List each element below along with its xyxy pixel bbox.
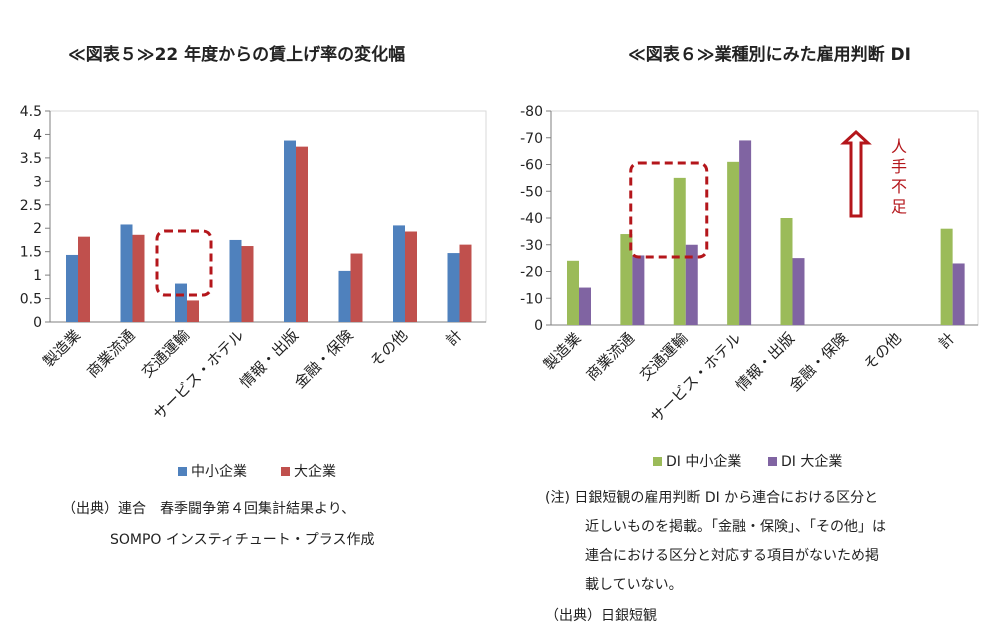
- bar-s2: [78, 236, 90, 322]
- x-tick-label: 商業流通: [583, 329, 638, 384]
- bar-s1: [338, 270, 351, 322]
- y-tick-label: 0.5: [20, 292, 42, 308]
- bar-s1: [567, 260, 579, 325]
- bar-s1: [673, 177, 686, 325]
- annotation-char: 人: [891, 137, 907, 156]
- legend-swatch: [281, 467, 290, 476]
- y-tick-label: 0: [534, 318, 543, 334]
- y-tick-label: -50: [520, 184, 543, 200]
- bar-s1: [284, 140, 296, 322]
- y-tick-label: 4: [33, 127, 42, 143]
- legend-label: DI 大企業: [781, 453, 842, 470]
- y-tick-label: -30: [520, 238, 543, 254]
- chart5-title: ≪図表５≫22 年度からの賃上げ率の変化幅: [68, 45, 406, 65]
- bar-s2: [792, 258, 805, 325]
- chart6-svg: -80 -70 -60 -50 -40 -30 -20 -10 0製造業商業流通交通運輸サービス…: [520, 104, 979, 470]
- y-tick-label: 2.5: [20, 198, 42, 214]
- right-note-line4: 載していない。: [585, 577, 683, 593]
- legend-label: DI 中小企業: [666, 453, 741, 470]
- x-tick-label: 計: [442, 326, 465, 349]
- y-tick-label: -10: [520, 291, 543, 307]
- bar-s1: [66, 254, 78, 322]
- annotation-char: 足: [891, 197, 907, 216]
- y-tick-label: 1: [33, 268, 42, 284]
- right-note-line1: (注) 日銀短観の雇用判断 DI から連合における区分と: [545, 490, 879, 506]
- x-tick-label: 交通運輸: [138, 326, 193, 381]
- right-source: （出典）日銀短観: [545, 608, 657, 624]
- bar-s2: [350, 253, 363, 322]
- x-tick-label: 製造業: [40, 326, 85, 371]
- bar-s1: [120, 224, 133, 322]
- y-tick-label: -70: [520, 131, 543, 147]
- bar-s1: [447, 253, 460, 322]
- legend-swatch: [768, 457, 777, 466]
- x-tick-label: 金融・保険: [291, 326, 357, 392]
- legend-label: 大企業: [294, 463, 336, 480]
- y-tick-label: 0: [33, 315, 42, 331]
- x-tick-label: 製造業: [540, 329, 585, 374]
- bar-s1: [620, 234, 633, 325]
- bar-s1: [727, 161, 740, 325]
- y-tick-label: 3: [33, 174, 42, 190]
- y-tick-label: 4.5: [20, 104, 42, 120]
- up-arrow-icon: [840, 129, 872, 218]
- plot-area: [49, 110, 487, 323]
- bar-s2: [405, 231, 417, 322]
- bar-s2: [459, 244, 472, 322]
- annotation-char: 不: [891, 177, 907, 196]
- y-tick-label: 3.5: [20, 151, 42, 167]
- bar-s2: [296, 146, 308, 322]
- highlight-box: [155, 229, 213, 297]
- bar-s2: [952, 263, 965, 325]
- bar-s1: [229, 239, 242, 322]
- x-tick-label: サービス・ホテル: [647, 329, 745, 427]
- x-tick-label: その他: [860, 329, 905, 374]
- right-note-line2: 近しいものを掲載。「金融・保険」、「その他」は: [585, 519, 886, 535]
- bar-s2: [579, 287, 591, 325]
- bar-s1: [940, 228, 953, 325]
- annotation-char: 手: [891, 157, 907, 176]
- x-tick-label: 計: [935, 329, 958, 352]
- legend-swatch: [178, 467, 187, 476]
- y-tick-label: 2: [33, 221, 42, 237]
- x-tick-label: 商業流通: [83, 326, 138, 381]
- y-tick-label: -60: [520, 158, 543, 174]
- bar-s2: [632, 255, 645, 325]
- y-tick-label: 1.5: [20, 245, 42, 261]
- bar-s2: [187, 300, 199, 322]
- bar-s2: [739, 140, 752, 325]
- x-tick-label: 金融・保険: [786, 329, 852, 395]
- y-tick-label: -40: [520, 211, 543, 227]
- left-source-line2: SOMPO インスティチュート・プラス作成: [110, 532, 375, 548]
- x-tick-label: 情報・出版: [236, 326, 302, 392]
- highlight-box: [629, 161, 709, 259]
- bar-s2: [685, 244, 698, 325]
- bar-s1: [780, 218, 793, 325]
- plot-area: [550, 110, 979, 326]
- bar-s2: [132, 234, 145, 322]
- legend-label: 中小企業: [191, 463, 247, 480]
- bar-s2: [241, 246, 254, 322]
- x-tick-label: 交通運輸: [636, 329, 691, 384]
- right-note-line3: 連合における区分と対応する項目がないため掲: [585, 548, 879, 564]
- legend-swatch: [653, 457, 662, 466]
- y-tick-label: -80: [520, 104, 543, 120]
- bar-s1: [175, 283, 187, 322]
- bar-s1: [393, 225, 405, 322]
- x-tick-label: その他: [367, 326, 412, 371]
- chart6-title: ≪図表６≫業種別にみた雇用判断 DI: [628, 45, 911, 65]
- left-source-line1: （出典）連合 春季闘争第４回集計結果より、: [62, 501, 356, 517]
- y-tick-label: -20: [520, 265, 543, 281]
